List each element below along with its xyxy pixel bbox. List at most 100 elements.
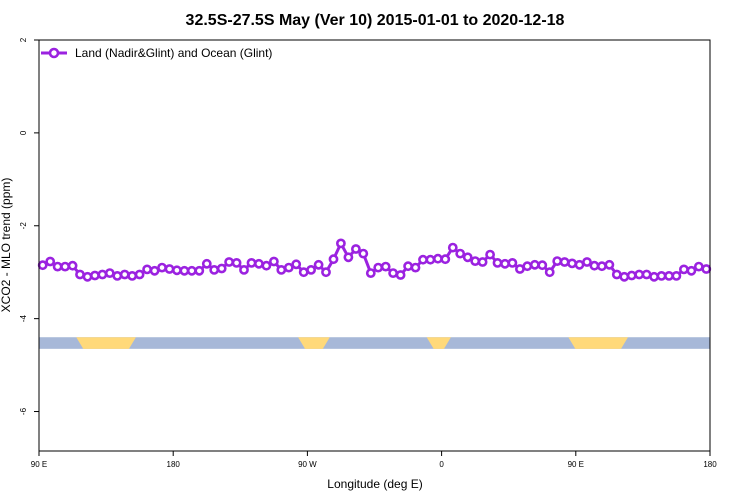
data-point [373, 262, 384, 273]
data-point [574, 259, 585, 270]
data-point [82, 271, 93, 282]
data-point [507, 257, 518, 268]
x-tick-label: 90 W [298, 460, 317, 469]
data-point [559, 257, 570, 267]
y-axis: 2 0 -2 -4 -6 [19, 37, 39, 415]
x-tick-label: 90 E [31, 460, 47, 469]
data-point [171, 265, 182, 276]
data-point [679, 264, 689, 275]
data-point [649, 271, 659, 282]
data-point [268, 256, 279, 267]
data-point [104, 268, 115, 278]
data-point [127, 270, 138, 281]
data-point [447, 242, 458, 253]
data-point [485, 249, 495, 260]
y-tick-label: -2 [19, 222, 28, 230]
y-tick-label: -4 [19, 315, 28, 323]
data-point [477, 257, 488, 267]
ocean-strip [39, 337, 710, 349]
data-point [567, 258, 577, 269]
data-point [112, 270, 123, 281]
data-point [492, 257, 503, 268]
data-point [239, 264, 249, 275]
data-point [67, 260, 78, 271]
data-point [90, 270, 100, 281]
y-axis-label: XCO2 - MLO trend (ppm) [0, 178, 13, 313]
legend-entry-label: Land (Nadir&Glint) and Ocean (Glint) [75, 46, 272, 60]
data-point [313, 259, 324, 270]
data-point [157, 262, 167, 273]
data-point [432, 253, 443, 264]
data-point [186, 265, 197, 276]
y-tick-label: 2 [19, 37, 28, 42]
data-point [693, 261, 704, 272]
data-point [671, 270, 682, 281]
data-point [201, 258, 212, 269]
data-point [343, 252, 354, 263]
data-point [544, 267, 555, 278]
data-point [306, 264, 316, 275]
data-point [194, 265, 205, 276]
plot-frame [38, 39, 711, 452]
data-point [425, 254, 436, 265]
x-tick-label: 90 E [568, 460, 584, 469]
chart-title: 32.5S-27.5S May (Ver 10) 2015-01-01 to 2… [186, 12, 565, 29]
data-point [261, 260, 272, 271]
data-point [686, 265, 697, 276]
data-point [142, 264, 152, 275]
data-point [231, 257, 242, 268]
data-point [350, 244, 361, 254]
data-point [276, 264, 287, 275]
legend: Land (Nadir&Glint) and Ocean (Glint) [41, 46, 272, 60]
data-point [224, 257, 234, 267]
y-tick-label: 0 [19, 130, 28, 135]
data-point [335, 238, 346, 249]
data-point [380, 261, 391, 272]
x-axis: 90 E 180 90 W 0 90 E 180 [31, 451, 717, 469]
data-point [626, 270, 637, 281]
data-point [582, 257, 592, 267]
data-point [97, 269, 108, 280]
data-point [365, 268, 376, 278]
land-segment-3 [568, 337, 628, 349]
data-point [440, 254, 451, 265]
data-point [611, 269, 622, 280]
data-point [291, 259, 302, 270]
data-point [164, 264, 175, 274]
data-point [641, 269, 652, 280]
data-point [149, 265, 160, 276]
data-point [321, 267, 331, 278]
y-tick-label: -6 [19, 407, 28, 415]
data-point [134, 269, 145, 280]
data-point [75, 269, 85, 280]
x-axis-label: Longitude (deg E) [327, 477, 422, 491]
data-point [403, 261, 413, 272]
data-point [45, 256, 56, 267]
data-point [209, 264, 220, 275]
data-point [589, 260, 600, 271]
data-point [395, 270, 406, 280]
data-point [619, 271, 630, 282]
data-point [358, 248, 369, 259]
x-tick-label: 0 [439, 460, 444, 469]
data-point [388, 268, 398, 278]
data-point [410, 262, 421, 273]
legend-marker-swatch [48, 47, 60, 59]
data-point [37, 260, 48, 271]
data-point [328, 254, 339, 265]
data-point [597, 261, 607, 272]
data-point [253, 258, 264, 269]
plot-area [37, 238, 712, 349]
data-point [60, 261, 70, 272]
data-point [119, 269, 130, 280]
x-tick-label: 180 [703, 460, 717, 469]
data-point [462, 252, 473, 263]
data-point [500, 258, 510, 269]
land-segment-1 [298, 337, 330, 349]
x-tick-label: 180 [167, 460, 181, 469]
data-point [656, 270, 667, 281]
land-segment-0 [76, 337, 136, 349]
data-point [52, 261, 63, 272]
data-point [552, 256, 563, 266]
